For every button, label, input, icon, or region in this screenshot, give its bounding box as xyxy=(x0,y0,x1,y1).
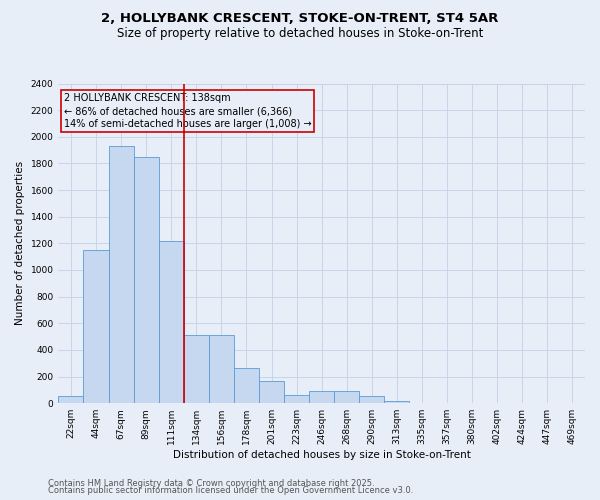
Bar xyxy=(284,395,309,403)
Text: 2 HOLLYBANK CRESCENT: 138sqm
← 86% of detached houses are smaller (6,366)
14% of: 2 HOLLYBANK CRESCENT: 138sqm ← 86% of de… xyxy=(64,93,311,130)
Bar xyxy=(385,400,409,403)
Bar xyxy=(134,157,159,403)
Bar xyxy=(409,402,434,403)
Bar xyxy=(209,336,234,403)
Bar xyxy=(109,146,134,403)
Bar xyxy=(434,402,460,403)
Text: Size of property relative to detached houses in Stoke-on-Trent: Size of property relative to detached ho… xyxy=(117,28,483,40)
Bar xyxy=(460,402,485,403)
X-axis label: Distribution of detached houses by size in Stoke-on-Trent: Distribution of detached houses by size … xyxy=(173,450,470,460)
Bar xyxy=(535,402,560,403)
Bar xyxy=(234,368,259,403)
Bar xyxy=(259,381,284,403)
Bar xyxy=(485,402,510,403)
Bar xyxy=(83,250,109,403)
Bar xyxy=(359,396,385,403)
Y-axis label: Number of detached properties: Number of detached properties xyxy=(15,162,25,326)
Text: Contains public sector information licensed under the Open Government Licence v3: Contains public sector information licen… xyxy=(48,486,413,495)
Bar xyxy=(159,240,184,403)
Bar xyxy=(510,402,535,403)
Bar xyxy=(309,391,334,403)
Bar xyxy=(334,391,359,403)
Text: 2, HOLLYBANK CRESCENT, STOKE-ON-TRENT, ST4 5AR: 2, HOLLYBANK CRESCENT, STOKE-ON-TRENT, S… xyxy=(101,12,499,26)
Text: Contains HM Land Registry data © Crown copyright and database right 2025.: Contains HM Land Registry data © Crown c… xyxy=(48,478,374,488)
Bar xyxy=(184,336,209,403)
Bar xyxy=(58,396,83,403)
